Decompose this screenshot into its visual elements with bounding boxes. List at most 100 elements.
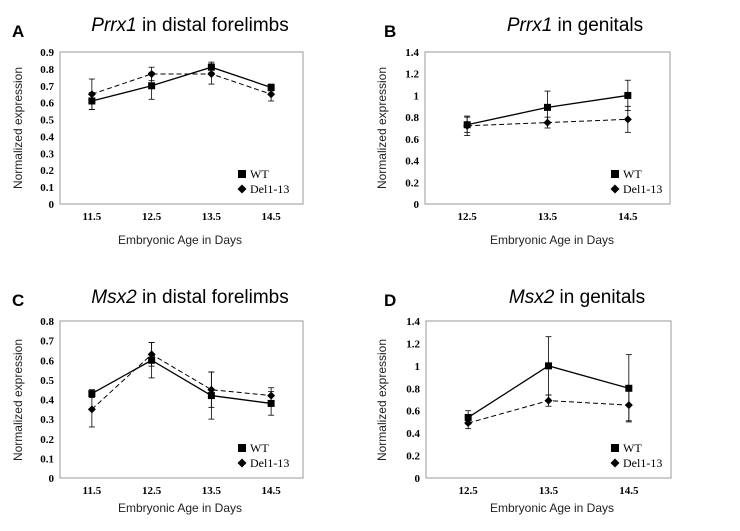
x-tick-label: 12.5 bbox=[459, 485, 479, 497]
data-point-diamond bbox=[147, 350, 156, 359]
y-tick-label: 1 bbox=[414, 90, 420, 102]
panel-title-gene: Prrx1 bbox=[91, 15, 136, 36]
panel-title-rest: in genitals bbox=[552, 15, 643, 36]
chart-panel-c: C Msx2 in distal forelimbs 0 0.1 0.2 0.3 0.4 0.… bbox=[11, 287, 304, 515]
x-tick-label: 13.5 bbox=[538, 211, 558, 223]
y-tick-label: 0.4 bbox=[405, 156, 419, 168]
x-tick-label: 13.5 bbox=[539, 485, 559, 497]
y-tick-label: 0.8 bbox=[40, 64, 54, 76]
legend-marker-del1-13 bbox=[237, 458, 247, 468]
y-tick-label: 0.6 bbox=[406, 406, 420, 418]
y-tick-label: 0.8 bbox=[40, 316, 54, 328]
x-tick-label: 14.5 bbox=[262, 485, 282, 497]
panel-letter: D bbox=[384, 291, 396, 310]
y-axis-label: Normalized expression bbox=[375, 339, 389, 461]
plot-frame bbox=[59, 51, 304, 205]
panel-title-gene: Msx2 bbox=[91, 287, 137, 308]
data-point-diamond bbox=[543, 118, 552, 127]
legend-label-del1-13: Del1-13 bbox=[623, 456, 662, 470]
x-axis-label: Embryonic Age in Days bbox=[490, 501, 614, 515]
y-axis-label: Normalized expression bbox=[375, 67, 389, 189]
legend-marker-del1-13 bbox=[610, 184, 620, 194]
y-tick-label: 0.3 bbox=[40, 414, 54, 426]
data-point-diamond bbox=[207, 385, 216, 394]
y-tick-label: 0 bbox=[415, 473, 421, 485]
plot-frame bbox=[59, 320, 304, 479]
y-tick-label: 0.7 bbox=[40, 336, 54, 348]
y-tick-label: 0 bbox=[414, 199, 420, 211]
y-tick-label: 1.4 bbox=[405, 47, 419, 59]
data-point-square bbox=[545, 362, 552, 370]
x-tick-label: 12.5 bbox=[142, 211, 162, 223]
y-tick-label: 0.1 bbox=[40, 453, 54, 465]
x-tick-label: 12.5 bbox=[458, 211, 478, 223]
series-line bbox=[91, 66, 272, 102]
data-point-diamond bbox=[544, 396, 553, 405]
data-point-square bbox=[544, 103, 551, 111]
panel-title-rest: in distal forelimbs bbox=[137, 15, 289, 36]
data-point-diamond bbox=[624, 401, 633, 410]
legend-label-del1-13: Del1-13 bbox=[250, 182, 289, 196]
data-point-diamond bbox=[267, 391, 276, 400]
y-tick-label: 0.4 bbox=[40, 395, 54, 407]
y-tick-label: 0.4 bbox=[40, 131, 54, 143]
data-point-square bbox=[625, 384, 633, 392]
x-tick-label: 11.5 bbox=[83, 485, 102, 497]
panel-title: Msx2 in distal forelimbs bbox=[91, 287, 288, 308]
y-tick-label: 0.1 bbox=[40, 182, 54, 194]
legend-marker-del1-13 bbox=[610, 458, 620, 468]
x-tick-label: 13.5 bbox=[202, 485, 222, 497]
panel-letter: C bbox=[12, 291, 24, 310]
data-point-diamond bbox=[87, 405, 96, 414]
x-tick-label: 14.5 bbox=[262, 211, 282, 223]
y-tick-label: 0.6 bbox=[405, 134, 419, 146]
panel-title: Prrx1 in distal forelimbs bbox=[91, 15, 288, 36]
panel-title: Msx2 in genitals bbox=[509, 287, 645, 308]
series-del1-13 bbox=[464, 389, 633, 430]
panel-title: Prrx1 in genitals bbox=[507, 15, 643, 36]
series-del1-13 bbox=[463, 105, 632, 137]
data-point-diamond bbox=[207, 69, 216, 78]
x-axis-label: Embryonic Age in Days bbox=[118, 233, 242, 247]
x-tick-label: 13.5 bbox=[202, 211, 222, 223]
legend-label-wt: WT bbox=[250, 167, 269, 181]
data-point-diamond bbox=[464, 419, 473, 428]
y-tick-label: 0.2 bbox=[40, 434, 54, 446]
legend-marker-wt bbox=[238, 444, 246, 452]
panel-title-rest: in genitals bbox=[554, 287, 645, 308]
y-tick-label: 0.9 bbox=[40, 47, 54, 59]
panel-title-rest: in distal forelimbs bbox=[137, 287, 289, 308]
chart-panel-a: A Prrx1 in distal forelimbs 0 0.1 0.2 0.3 0.4 0… bbox=[11, 15, 304, 247]
x-tick-label: 14.5 bbox=[619, 485, 639, 497]
y-axis-label: Normalized expression bbox=[11, 67, 25, 189]
y-tick-label: 0.3 bbox=[40, 148, 54, 160]
y-tick-label: 1 bbox=[415, 361, 421, 373]
data-point-square bbox=[148, 82, 156, 90]
panel-letter: A bbox=[12, 22, 24, 41]
y-tick-label: 0 bbox=[49, 473, 55, 485]
y-tick-label: 0 bbox=[49, 199, 55, 211]
data-point-diamond bbox=[463, 121, 472, 130]
legend-label-del1-13: Del1-13 bbox=[623, 182, 662, 196]
panel-title-gene: Msx2 bbox=[509, 287, 555, 308]
data-point-diamond bbox=[147, 69, 156, 78]
series-line bbox=[91, 359, 272, 405]
y-axis-label: Normalized expression bbox=[11, 339, 25, 461]
legend-label-wt: WT bbox=[250, 441, 269, 455]
y-tick-label: 0.5 bbox=[40, 115, 54, 127]
y-tick-label: 1.2 bbox=[406, 338, 420, 350]
x-tick-label: 11.5 bbox=[83, 211, 102, 223]
x-tick-label: 14.5 bbox=[618, 211, 638, 223]
legend-marker-wt bbox=[611, 444, 619, 452]
y-tick-label: 0.2 bbox=[40, 165, 54, 177]
y-tick-label: 0.8 bbox=[406, 383, 420, 395]
y-tick-label: 0.2 bbox=[405, 177, 419, 189]
y-tick-label: 0.4 bbox=[406, 428, 420, 440]
series-line bbox=[91, 353, 272, 410]
y-tick-label: 0.6 bbox=[40, 98, 54, 110]
series-del1-13 bbox=[87, 63, 276, 110]
legend-marker-wt bbox=[238, 170, 246, 178]
